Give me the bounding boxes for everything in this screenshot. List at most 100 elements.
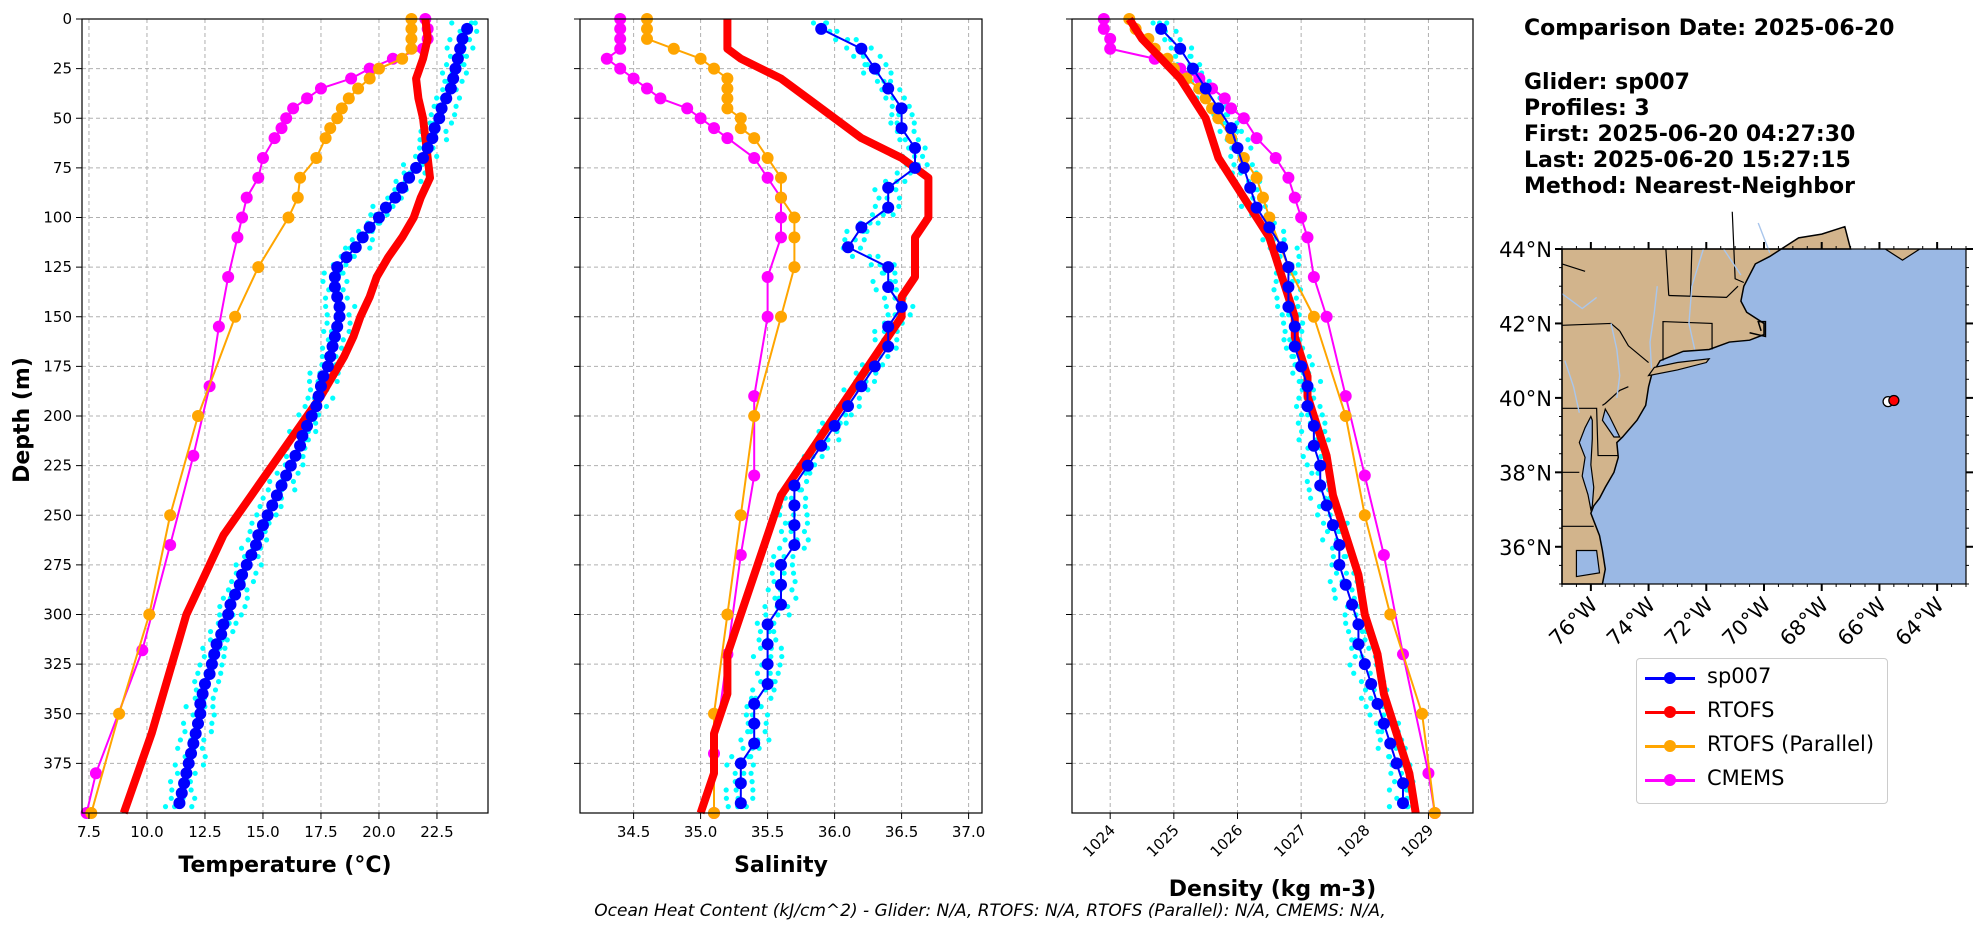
salinity-panel: 34.5 35.0 35.5 36.0 36.5 37.0 Salinity xyxy=(574,13,985,878)
series-point xyxy=(345,72,358,85)
raw-glider-point xyxy=(321,328,327,335)
raw-glider-point xyxy=(230,628,236,635)
raw-glider-point xyxy=(1363,704,1369,710)
series-point xyxy=(363,221,376,234)
lat-tick-label: 44°N xyxy=(1499,238,1552,262)
raw-glider-point xyxy=(1347,662,1353,668)
series-point xyxy=(815,439,828,452)
raw-glider-point xyxy=(434,95,440,101)
raw-glider-point xyxy=(1299,428,1305,435)
series-point xyxy=(761,677,774,690)
raw-glider-point xyxy=(263,537,270,543)
series-point xyxy=(734,757,747,770)
raw-glider-point xyxy=(400,162,407,168)
raw-glider-point xyxy=(461,62,467,68)
series-point xyxy=(256,519,269,532)
series-point xyxy=(761,151,774,164)
raw-glider-point xyxy=(340,287,346,293)
raw-glider-point xyxy=(1358,695,1365,701)
raw-glider-point xyxy=(767,670,773,676)
series-point xyxy=(461,22,474,35)
series-point xyxy=(1314,459,1327,472)
series-point xyxy=(1174,42,1187,55)
raw-glider-point xyxy=(1260,237,1266,243)
x-tick-label: 22.5 xyxy=(420,823,453,841)
river xyxy=(1649,286,1658,369)
raw-glider-point xyxy=(1352,653,1358,660)
raw-glider-point xyxy=(416,145,423,151)
raw-glider-point xyxy=(769,562,775,568)
state-border xyxy=(1662,320,1713,361)
raw-glider-point xyxy=(217,612,223,618)
series-point xyxy=(356,231,369,244)
series-line-rtofs xyxy=(119,18,434,815)
raw-glider-point xyxy=(351,253,357,260)
series-point xyxy=(284,459,297,472)
raw-glider-point xyxy=(225,587,232,593)
series-line-sp007 xyxy=(739,28,916,804)
raw-glider-point xyxy=(763,720,769,726)
series-point xyxy=(614,22,627,35)
series-point xyxy=(196,687,209,700)
series-point xyxy=(363,72,376,85)
series-point xyxy=(1422,767,1435,780)
series-point xyxy=(1333,558,1346,571)
state-border xyxy=(1689,248,1693,297)
raw-glider-point xyxy=(738,737,744,743)
raw-glider-point xyxy=(819,453,825,460)
raw-glider-point xyxy=(1375,745,1381,751)
series-point xyxy=(233,578,246,591)
x-tick-label: 10.0 xyxy=(130,823,163,841)
raw-glider-point xyxy=(1392,779,1398,785)
raw-glider-point xyxy=(765,587,771,593)
x-tick-label: 20.0 xyxy=(362,823,395,841)
raw-glider-point xyxy=(732,770,738,776)
series-point xyxy=(1396,797,1409,810)
raw-glider-point xyxy=(323,403,330,410)
raw-glider-point xyxy=(249,520,255,526)
raw-glider-point xyxy=(451,112,458,118)
series-point xyxy=(454,42,467,55)
raw-glider-point xyxy=(893,287,899,293)
raw-glider-point xyxy=(274,470,280,476)
raw-glider-point xyxy=(853,370,859,376)
first-time: First: 2025-06-20 04:27:30 xyxy=(1524,122,1856,147)
series-point xyxy=(217,618,230,631)
raw-glider-point xyxy=(1281,337,1287,343)
series-point xyxy=(1097,22,1110,35)
series-point xyxy=(372,211,385,224)
raw-glider-point xyxy=(448,120,455,126)
series-point xyxy=(882,261,895,274)
series-point xyxy=(275,479,288,492)
series-point xyxy=(287,102,300,115)
raw-glider-point xyxy=(1217,128,1223,134)
series-point xyxy=(761,271,774,284)
raw-glider-point xyxy=(1295,262,1301,268)
raw-glider-point xyxy=(222,645,228,651)
series-point xyxy=(456,32,469,45)
series-point xyxy=(208,648,221,661)
raw-glider-point xyxy=(463,70,469,76)
raw-glider-point xyxy=(440,87,446,93)
raw-glider-point xyxy=(750,787,756,793)
series-point xyxy=(1301,231,1314,244)
comparison-date: Comparison Date: 2025-06-20 xyxy=(1524,16,1895,41)
series-point xyxy=(349,241,362,254)
raw-glider-point xyxy=(242,603,248,610)
lon-tick-label: 68°W xyxy=(1775,592,1833,650)
raw-glider-point xyxy=(885,312,891,318)
raw-glider-point xyxy=(439,70,446,76)
raw-glider-point xyxy=(258,562,264,568)
raw-glider-point xyxy=(305,395,311,401)
raw-glider-point xyxy=(842,412,849,418)
raw-glider-point xyxy=(1300,320,1306,326)
raw-glider-point xyxy=(162,804,169,810)
lon-tick-label: 72°W xyxy=(1660,592,1718,650)
raw-glider-point xyxy=(1188,45,1195,51)
series-point xyxy=(1314,479,1327,492)
series-point xyxy=(1186,62,1199,75)
raw-glider-point xyxy=(723,787,729,793)
lon-tick-label: 70°W xyxy=(1718,592,1776,650)
series-point xyxy=(882,280,895,293)
series-point xyxy=(396,181,409,194)
